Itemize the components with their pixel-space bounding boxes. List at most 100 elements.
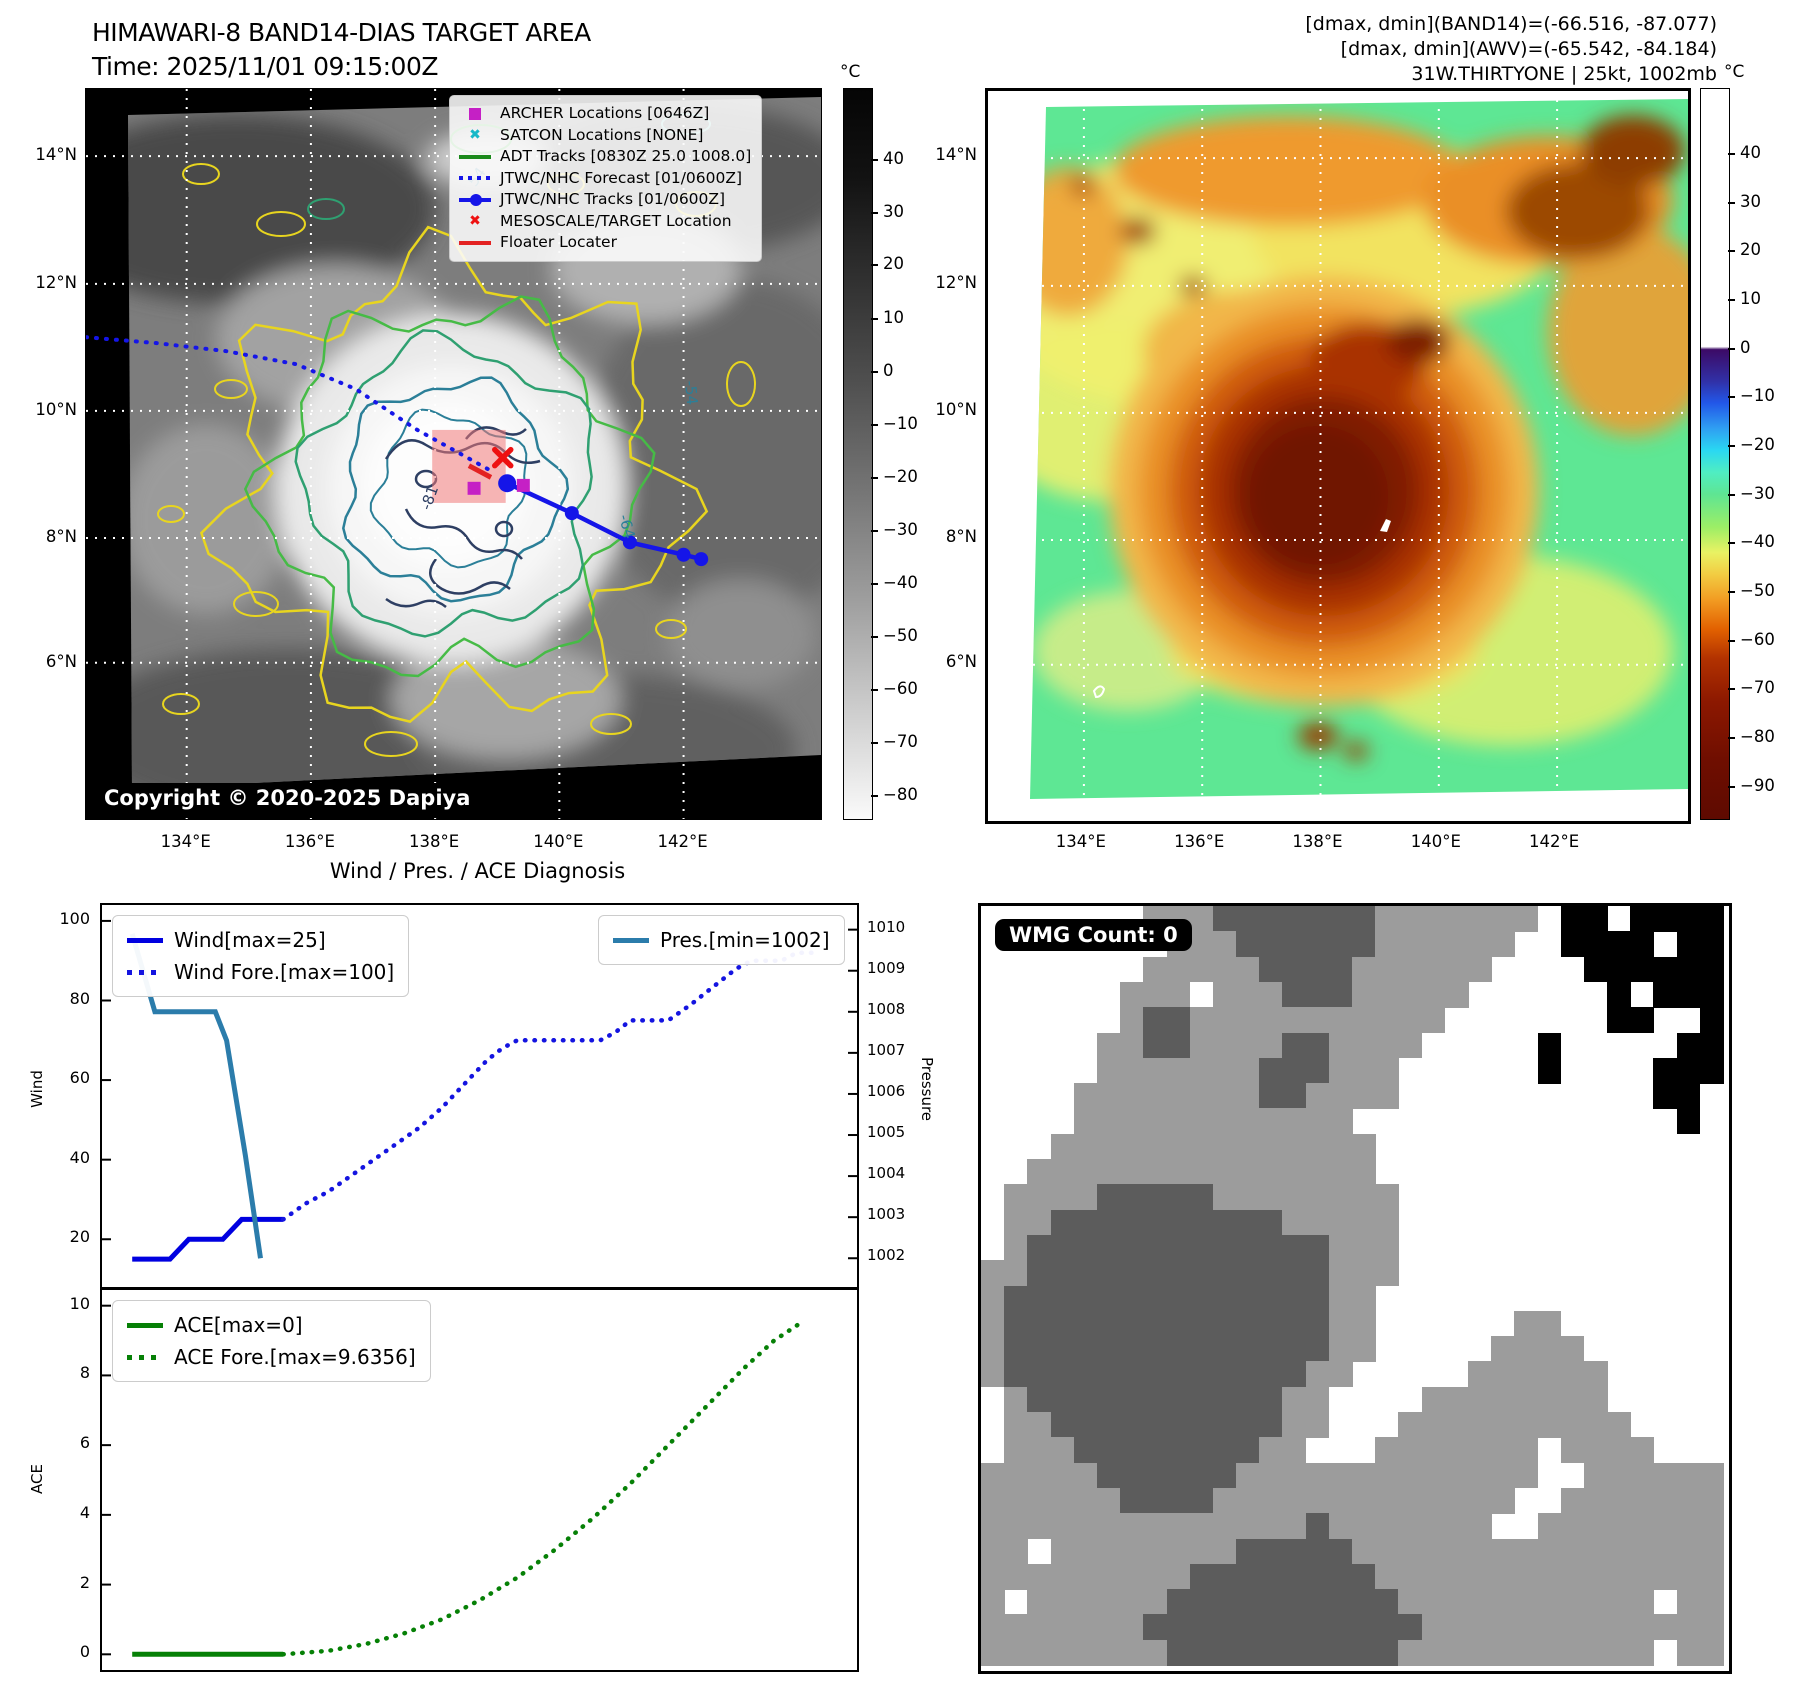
wmg-cell	[1328, 1310, 1353, 1337]
wmg-cell	[1166, 1108, 1191, 1135]
wmg-cell	[1166, 1336, 1191, 1362]
wmg-cell	[1073, 1437, 1098, 1464]
wmg-cell	[1143, 1260, 1168, 1287]
wmg-cell	[1050, 1336, 1075, 1362]
wmg-cell	[1259, 1589, 1284, 1615]
wmg-cell	[1514, 1361, 1539, 1388]
wmg-cell	[1120, 1285, 1144, 1312]
wmg-cell	[1676, 1032, 1701, 1059]
wmg-cell	[1166, 1487, 1191, 1514]
wmg-cell	[1212, 1260, 1237, 1287]
wmg-cell	[1514, 1589, 1539, 1615]
wmg-cell	[1189, 1007, 1214, 1034]
wmg-cell	[1073, 1133, 1098, 1160]
wmg-cell	[1073, 1083, 1098, 1109]
wmg-cell	[1328, 931, 1353, 958]
wmg-cell	[1305, 1133, 1330, 1160]
wmg-cell	[1189, 1310, 1214, 1337]
wmg-cell	[1189, 1361, 1214, 1388]
colorbar-tick-label: −80	[1740, 726, 1775, 746]
wmg-cell	[1305, 1538, 1330, 1565]
wmg-cell	[1421, 1462, 1446, 1489]
wmg-cell	[981, 1589, 1005, 1615]
band14-time-line: Time: 2025/11/01 09:15:00Z	[92, 52, 438, 81]
wmg-cell	[1653, 1083, 1678, 1109]
wmg-cell	[1560, 1614, 1585, 1641]
wmg-cell	[1096, 1412, 1121, 1438]
wmg-cell	[1491, 1386, 1515, 1413]
wmg-cell	[1676, 1083, 1701, 1109]
legend-label-ace-fore: ACE Fore.[max=9.6356]	[174, 1345, 416, 1369]
wmg-cell	[1166, 1260, 1191, 1287]
wmg-cell	[1282, 1412, 1307, 1438]
wmg-cell	[1514, 1563, 1539, 1590]
wmg-cell	[1236, 1209, 1260, 1236]
lat-tick-label: 6°N	[45, 651, 77, 671]
wmg-cell	[1212, 956, 1237, 983]
wmg-cell	[1352, 1057, 1376, 1084]
lat-tick-label: 6°N	[945, 651, 977, 671]
wmg-cell	[1050, 1260, 1075, 1287]
wmg-cell	[1143, 1437, 1168, 1464]
wmg-cell	[1143, 1412, 1168, 1438]
wmg-cell	[1120, 1386, 1144, 1413]
wmg-cell	[1583, 1589, 1608, 1615]
wmg-cell	[1096, 1513, 1121, 1540]
wmg-cell	[1537, 1032, 1562, 1059]
wmg-cell	[1236, 1083, 1260, 1109]
wmg-cell	[981, 1361, 1005, 1388]
lon-tick-label: 140°E	[533, 832, 584, 851]
legend-item: ✖ MESOSCALE/TARGET Location	[458, 211, 751, 233]
wmg-cell	[1467, 1462, 1492, 1489]
wmg-cell	[1096, 1310, 1121, 1337]
wmg-cell	[1120, 1513, 1144, 1540]
band14-colorbar	[843, 88, 873, 820]
wmg-cell	[1027, 1285, 1052, 1312]
wmg-cell	[1096, 1057, 1121, 1084]
wmg-cell	[1676, 1563, 1701, 1590]
wmg-cell	[1328, 1234, 1353, 1261]
wmg-cell	[1189, 1285, 1214, 1312]
wmg-cell	[1073, 1386, 1098, 1413]
wmg-cell	[1236, 981, 1260, 1008]
wmg-cell	[1560, 906, 1585, 932]
wmg-cell	[1352, 1285, 1376, 1312]
wmg-cell	[1305, 1487, 1330, 1514]
wmg-cell	[1027, 1462, 1052, 1489]
wmg-cell	[1027, 1336, 1052, 1362]
wmg-cell	[1630, 956, 1655, 983]
wmg-cell	[1607, 1513, 1631, 1540]
wmg-cell	[1282, 1133, 1307, 1160]
wmg-cell	[1676, 956, 1701, 983]
wmg-mask-panel: WMG Count: 0	[978, 903, 1732, 1674]
wmg-cell	[1236, 1386, 1260, 1413]
colorbar-tick-label: −60	[1740, 629, 1775, 649]
wmg-cell	[1236, 1234, 1260, 1261]
wmg-cell	[1073, 1260, 1098, 1287]
wmg-cell	[1328, 981, 1353, 1008]
wmg-cell	[1236, 1361, 1260, 1388]
awv-satellite-image	[988, 91, 1688, 821]
wmg-cell	[1236, 1412, 1260, 1438]
colorbar-tick	[1728, 493, 1735, 496]
wmg-cell	[1189, 1108, 1214, 1135]
colorbar-tick-label: −10	[883, 413, 918, 433]
dotted-legend-marker	[458, 176, 492, 181]
wmg-cell	[1143, 1007, 1168, 1034]
wmg-cell	[1120, 1184, 1144, 1211]
colorbar-tick-label: 30	[883, 201, 904, 221]
wmg-cell	[1259, 1563, 1284, 1590]
wmg-cell	[1212, 1108, 1237, 1135]
wmg-cell	[1212, 931, 1237, 958]
wmg-cell	[1212, 1412, 1237, 1438]
wmg-cell	[1143, 1386, 1168, 1413]
wmg-cell	[1050, 1563, 1075, 1590]
colorbar-tick	[871, 423, 878, 426]
wmg-cell	[1004, 1437, 1028, 1464]
wmg-cell	[1375, 1032, 1399, 1059]
wmg-cell	[1212, 1487, 1237, 1514]
wmg-cell	[1491, 1336, 1515, 1362]
wmg-cell	[1236, 1437, 1260, 1464]
wmg-cell	[1352, 1487, 1376, 1514]
wmg-cell	[1282, 1614, 1307, 1641]
